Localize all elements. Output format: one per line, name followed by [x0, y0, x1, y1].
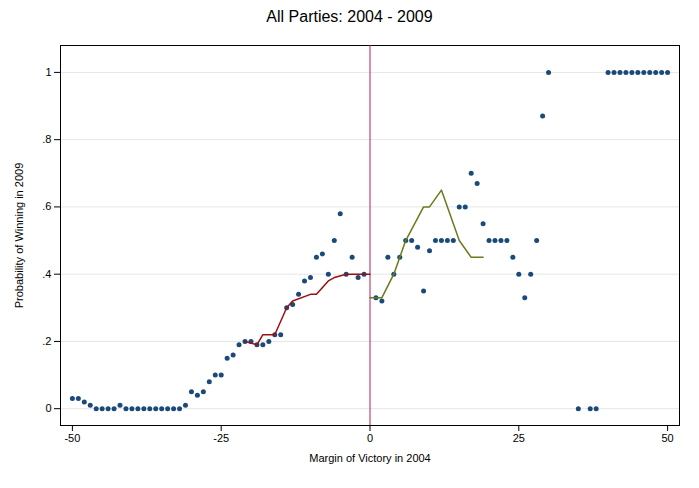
- svg-text:Probability of Winning in 2009: Probability of Winning in 2009: [13, 163, 25, 309]
- svg-text:0: 0: [45, 402, 51, 414]
- svg-text:.2: .2: [42, 335, 51, 347]
- svg-text:.8: .8: [42, 133, 51, 145]
- svg-text:-25: -25: [213, 432, 229, 444]
- svg-text:Margin of Victory in 2004: Margin of Victory in 2004: [309, 452, 430, 464]
- html-text:All Parties: 2004 - 2009: All Parties: 2004 - 2009: [266, 8, 433, 25]
- svg-text:50: 50: [661, 432, 673, 444]
- svg-text:-50: -50: [64, 432, 80, 444]
- svg-text:.6: .6: [42, 200, 51, 212]
- svg-text:1: 1: [45, 66, 51, 78]
- svg-text:0: 0: [367, 432, 373, 444]
- svg-text:25: 25: [513, 432, 525, 444]
- svg-text:.4: .4: [42, 268, 51, 280]
